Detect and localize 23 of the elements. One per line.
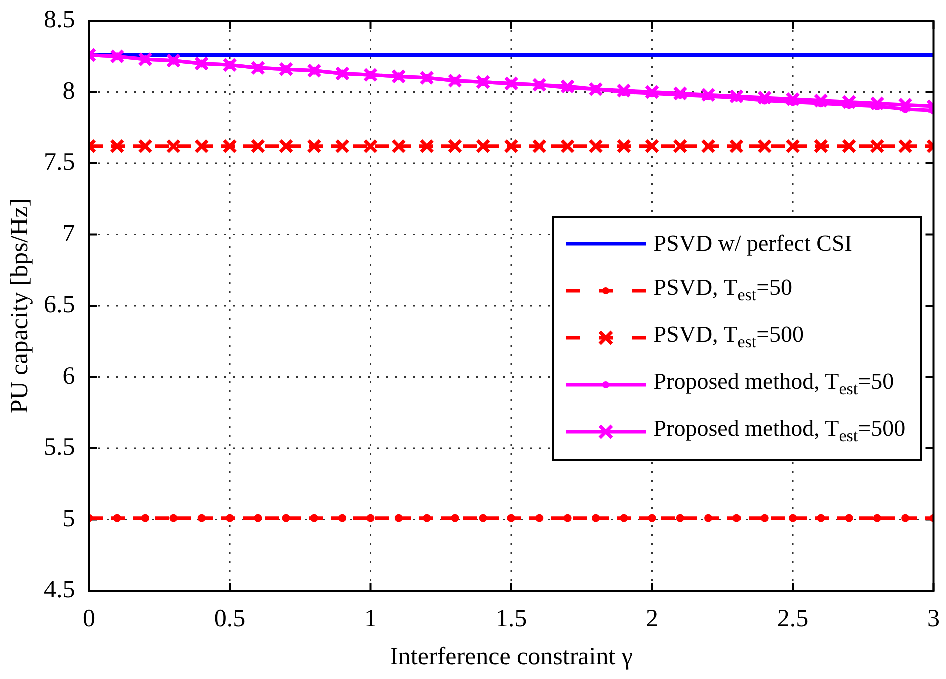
legend-label: PSVD, T$_{est}$=500	[654, 322, 804, 353]
y-tick-label: 6.5	[44, 292, 76, 319]
y-tick-label: 8	[62, 78, 76, 105]
y-tick-label: 6	[62, 362, 76, 390]
y-axis-title: PU capacity [bps/Hz]	[6, 198, 34, 414]
y-tick-label: 7	[62, 220, 76, 248]
x-tick-label: 3	[928, 606, 940, 633]
y-tick-label: 4.5	[44, 576, 76, 604]
x-tick-label: 1.5	[496, 606, 528, 633]
legend-label: PSVD w/ perfect CSI	[654, 230, 852, 256]
y-tick-label: 5	[62, 505, 76, 532]
legend-label: Proposed method, T$_{est}$=50	[654, 369, 894, 400]
x-tick-label: 0	[83, 606, 96, 633]
legend-label: Proposed method, T$_{est}$=500	[654, 416, 906, 447]
y-tick-label: 5.5	[44, 434, 76, 462]
x-tick-label: 2.5	[777, 606, 809, 633]
y-tick-label: 8.5	[44, 6, 76, 34]
x-tick-label: 2	[646, 606, 658, 633]
legend-label: PSVD, T$_{est}$=50	[654, 275, 793, 306]
x-tick-label: 0.5	[214, 606, 246, 633]
x-axis-title: Interference constraint γ	[390, 644, 633, 671]
x-tick-label: 1	[364, 606, 377, 633]
y-tick-label: 7.5	[44, 149, 76, 176]
